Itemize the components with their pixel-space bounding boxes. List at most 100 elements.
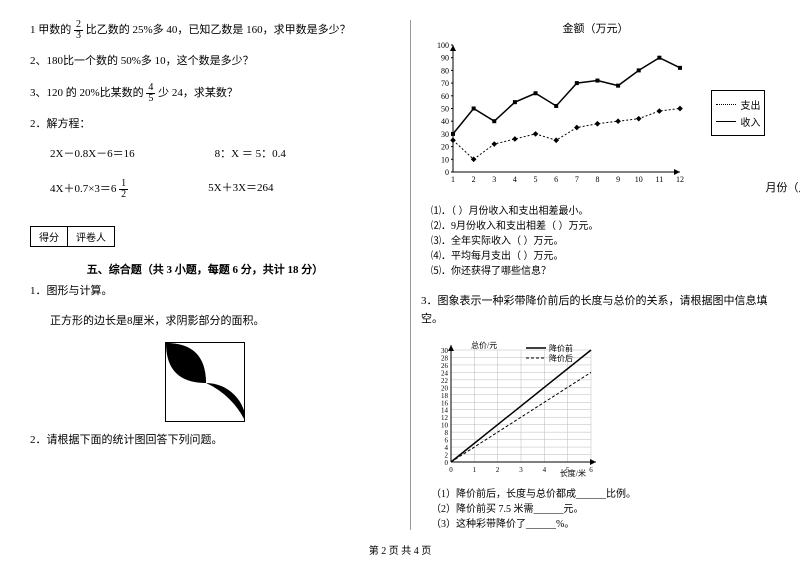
- svg-text:4: 4: [543, 466, 547, 474]
- svg-text:26: 26: [441, 362, 449, 370]
- geometry-q1-title: 1．图形与计算。: [30, 283, 380, 301]
- svg-text:7: 7: [575, 175, 579, 184]
- question-3: 3、120 的 20%比某数的 4 5 少 24，求某数？: [30, 83, 380, 104]
- svg-text:60: 60: [441, 92, 449, 101]
- q3-text: 3、120 的 20%比某数的: [30, 87, 144, 99]
- legend-income: 收入: [716, 114, 760, 129]
- svg-text:30: 30: [441, 347, 449, 355]
- equation-row-2: 4X＋0.7×3＝6 1 2 5X＋3X＝264: [50, 179, 380, 200]
- sub-q1: ⑴．（ ）月份收入和支出相差最小。: [431, 204, 770, 219]
- eq-1a: 2X－0.8X－6＝16: [50, 145, 135, 161]
- svg-text:24: 24: [441, 370, 449, 378]
- page-content: 1 甲数的 2 3 比乙数的 25%多 40，已知乙数是 160，求甲数是多少？…: [30, 20, 770, 530]
- svg-text:0: 0: [444, 459, 448, 467]
- svg-text:8: 8: [596, 175, 600, 184]
- q3-tail: 少 24，求某数？: [158, 87, 238, 99]
- question-2: 2、180比一个数的 50%多 10，这个数是多少？: [30, 53, 380, 71]
- svg-text:5: 5: [534, 175, 538, 184]
- svg-text:8: 8: [444, 429, 448, 437]
- sub-q3: ⑶．全年实际收入（ ）万元。: [431, 234, 770, 249]
- sub-q5: ⑸．你还获得了哪些信息？: [431, 264, 770, 279]
- svg-text:1: 1: [473, 466, 477, 474]
- sub-q2: ⑵．9月份收入和支出相差（ ）万元。: [431, 219, 770, 234]
- q1-text: 1 甲数的: [30, 24, 71, 36]
- svg-text:6: 6: [589, 466, 593, 474]
- price-q1: （1）降价前后，长度与总价都成______比例。: [431, 487, 770, 502]
- svg-text:10: 10: [635, 175, 643, 184]
- price-subquestions: （1）降价前后，长度与总价都成______比例。 （2）降价前买 7.5 米需_…: [421, 487, 770, 532]
- svg-text:70: 70: [441, 79, 449, 88]
- stats-q2: 2．请根据下面的统计图回答下列问题。: [30, 432, 380, 450]
- svg-text:22: 22: [441, 377, 449, 385]
- price-chart-svg: 0246810121416182022242628300123456总价/元长度…: [421, 340, 601, 480]
- sub-q4: ⑷．平均每月支出（ ）万元。: [431, 249, 770, 264]
- svg-text:0: 0: [445, 168, 449, 177]
- svg-text:1: 1: [451, 175, 455, 184]
- eq2a-fraction: 1 2: [119, 179, 128, 200]
- svg-text:6: 6: [444, 437, 448, 445]
- eq-2b: 5X＋3X＝264: [208, 179, 273, 200]
- shaded-shape-figure: [165, 342, 245, 422]
- q1-tail: 比乙数的 25%多 40，已知乙数是 160，求甲数是多少？: [86, 24, 351, 36]
- score-label: 得分: [31, 227, 68, 246]
- svg-text:50: 50: [441, 105, 449, 114]
- price-q3: （3）这种彩带降价了______%。: [431, 517, 770, 532]
- price-chart: 0246810121416182022242628300123456总价/元长度…: [421, 340, 601, 483]
- svg-text:16: 16: [441, 399, 449, 407]
- svg-text:30: 30: [441, 130, 449, 139]
- svg-text:90: 90: [441, 54, 449, 63]
- svg-text:6: 6: [555, 175, 559, 184]
- right-column: 金额（万元） 010203040506070809010012345678910…: [410, 20, 770, 530]
- price-chart-wrapper: 0246810121416182022242628300123456总价/元长度…: [421, 340, 770, 483]
- line-chart-svg: 0102030405060708090100123456789101112: [425, 40, 685, 190]
- left-column: 1 甲数的 2 3 比乙数的 25%多 40，已知乙数是 160，求甲数是多少？…: [30, 20, 390, 530]
- dotted-line-icon: [716, 104, 736, 105]
- question-3-ribbon: 3．图象表示一种彩带降价前后的长度与总价的关系，请根据图中信息填空。: [421, 293, 770, 328]
- svg-text:10: 10: [441, 155, 449, 164]
- eq-2a: 4X＋0.7×3＝6 1 2: [50, 179, 128, 200]
- svg-text:总价/元: 总价/元: [471, 340, 497, 350]
- svg-text:0: 0: [449, 466, 453, 474]
- svg-text:2: 2: [496, 466, 500, 474]
- svg-text:降价前: 降价前: [549, 343, 573, 353]
- solve-equations-title: 2．解方程：: [30, 116, 380, 134]
- svg-text:2: 2: [444, 452, 448, 460]
- svg-text:80: 80: [441, 66, 449, 75]
- svg-text:2: 2: [472, 175, 476, 184]
- geometry-q1-body: 正方形的边长是8厘米，求阴影部分的面积。: [50, 313, 380, 331]
- income-expense-chart: 0102030405060708090100123456789101112 支出…: [425, 40, 765, 190]
- svg-text:28: 28: [441, 355, 449, 363]
- svg-text:3: 3: [519, 466, 523, 474]
- price-q2: （2）降价前买 7.5 米需______元。: [431, 502, 770, 517]
- chart-legend: 支出 收入: [711, 90, 765, 136]
- svg-text:4: 4: [513, 175, 517, 184]
- svg-text:100: 100: [437, 41, 449, 50]
- svg-text:14: 14: [441, 407, 449, 415]
- equation-row-1: 2X－0.8X－6＝16 8：X ＝ 5：0.4: [50, 145, 380, 161]
- question-1: 1 甲数的 2 3 比乙数的 25%多 40，已知乙数是 160，求甲数是多少？: [30, 20, 380, 41]
- svg-text:20: 20: [441, 385, 449, 393]
- eq-1b: 8：X ＝ 5：0.4: [215, 145, 286, 161]
- section-5-title: 五、综合题（共 3 小题，每题 6 分，共计 18 分）: [30, 261, 380, 277]
- svg-text:11: 11: [656, 175, 664, 184]
- svg-text:12: 12: [441, 414, 449, 422]
- svg-text:9: 9: [617, 175, 621, 184]
- svg-text:40: 40: [441, 117, 449, 126]
- x-axis-label: 月份（月）: [765, 179, 800, 195]
- shape-svg: [166, 343, 245, 422]
- svg-text:20: 20: [441, 143, 449, 152]
- chart-subquestions: ⑴．（ ）月份收入和支出相差最小。 ⑵．9月份收入和支出相差（ ）万元。 ⑶．全…: [421, 204, 770, 279]
- svg-text:18: 18: [441, 392, 449, 400]
- line-chart-title: 金额（万元）: [421, 20, 770, 36]
- legend-expense: 支出: [716, 97, 760, 112]
- grader-label: 评卷人: [68, 227, 114, 246]
- svg-text:3: 3: [493, 175, 497, 184]
- svg-text:长度/米: 长度/米: [560, 468, 586, 478]
- svg-text:降价后: 降价后: [549, 353, 573, 363]
- svg-text:4: 4: [444, 444, 448, 452]
- q1-fraction: 2 3: [74, 20, 83, 41]
- score-box: 得分 评卷人: [30, 226, 115, 247]
- page-footer: 第 2 页 共 4 页: [0, 542, 800, 557]
- q3-fraction: 4 5: [146, 83, 155, 104]
- svg-text:10: 10: [441, 422, 449, 430]
